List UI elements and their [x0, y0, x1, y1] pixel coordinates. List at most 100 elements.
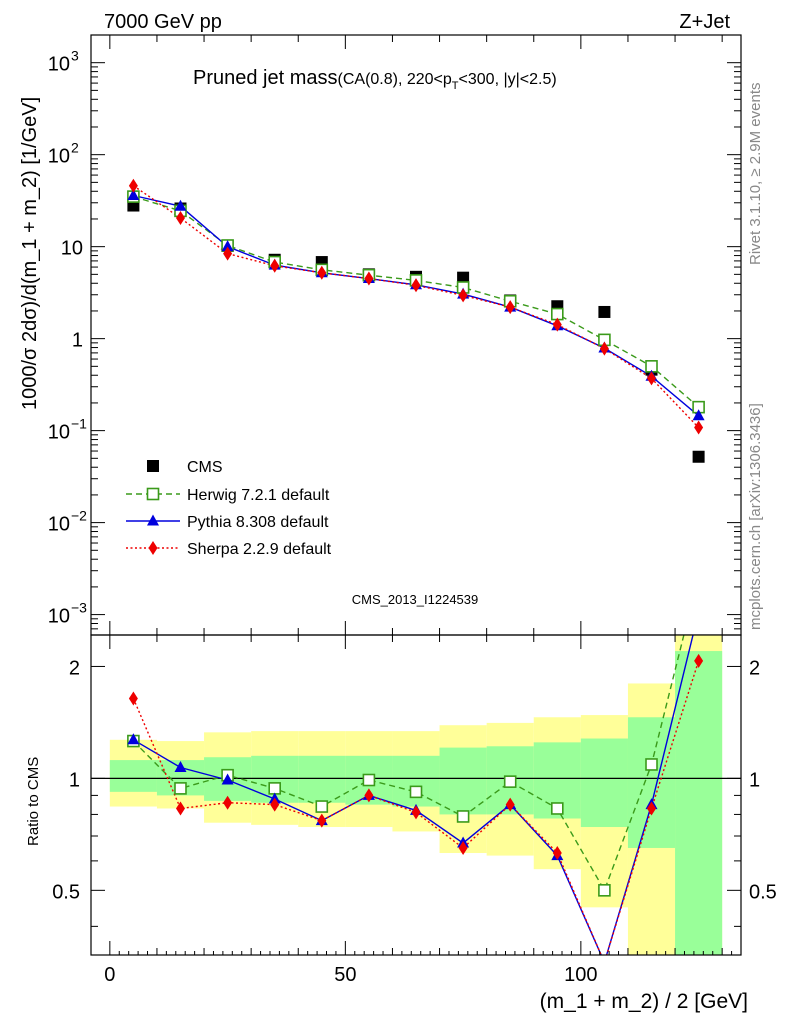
- legend-marker-cms: [147, 460, 159, 472]
- ratio-frame: [90, 634, 742, 956]
- ratio-point-sherpa: [458, 840, 468, 855]
- ratio-point-sherpa: [411, 805, 421, 820]
- header-right: Z+Jet: [679, 11, 730, 33]
- main-ytick-label: 10: [48, 422, 70, 444]
- ratio-point-herwig: [456, 810, 470, 823]
- ratio-xtick-label: 100: [564, 964, 597, 986]
- main-point-cms: [127, 199, 140, 212]
- main-ytick-exponent: 2: [71, 140, 79, 156]
- ratio-point-sherpa: [175, 801, 185, 816]
- ratio-point-herwig: [598, 884, 611, 897]
- main-ytick-exponent: 3: [71, 48, 79, 64]
- header-left: 7000 GeV pp: [104, 11, 222, 33]
- main-ytick-label: 10: [48, 514, 70, 536]
- ratio-point-sherpa: [317, 813, 327, 828]
- ratio-band-inner: [298, 755, 346, 803]
- title-sub2: <300, |y|<2.5): [459, 71, 557, 88]
- title-main: Pruned jet mass: [193, 67, 338, 89]
- main-ytick-exponent: −2: [71, 508, 87, 524]
- ratio-ytick-label-right: 1: [749, 769, 760, 791]
- main-point-sherpa: [694, 420, 704, 435]
- main-line-sherpa: [133, 185, 700, 429]
- legend-marker-sherpa: [148, 541, 158, 555]
- main-point-sherpa: [599, 341, 609, 356]
- ratio-ytick-label-right: 2: [749, 657, 760, 679]
- ratio-point-herwig: [268, 782, 281, 795]
- ratio-point-sherpa: [552, 846, 562, 861]
- ratio-ytick-label: 2: [69, 657, 80, 679]
- legend-marker-pythia: [147, 514, 159, 526]
- ratio-point-sherpa: [505, 797, 515, 812]
- main-ytick-label: 10: [48, 146, 70, 168]
- legend-label-cms: CMS: [187, 459, 223, 476]
- xlabel: (m_1 + m_2) / 2 [GeV]: [540, 990, 748, 1013]
- main-point-sherpa: [647, 371, 657, 386]
- main-ytick-label: 10: [48, 606, 70, 628]
- ratio-band-inner: [109, 760, 157, 792]
- ratio-band-inner: [675, 651, 723, 955]
- ratio-point-herwig: [362, 773, 376, 787]
- main-point-sherpa: [505, 300, 515, 315]
- ratio-xtick-label: 0: [104, 964, 115, 986]
- main-point-sherpa: [270, 258, 280, 273]
- main-point-sherpa: [175, 210, 185, 225]
- ratio-point-sherpa: [128, 691, 138, 706]
- legend-label-sherpa: Sherpa 2.2.9 default: [187, 541, 332, 558]
- main-point-sherpa: [317, 265, 327, 280]
- main-ylabel: 1000/σ 2dσ)/d(m_1 + m_2) [1/GeV]: [19, 97, 41, 410]
- watermark: CMS_2013_I1224539: [352, 592, 479, 607]
- main-point-cms: [457, 271, 470, 284]
- legend-marker-herwig: [146, 487, 160, 501]
- main-ytick-label: 10: [61, 238, 83, 260]
- legend-label-pythia: Pythia 8.308 default: [187, 514, 329, 531]
- ratio-point-pythia: [221, 773, 234, 785]
- ratio-band-inner: [439, 747, 487, 815]
- ratio-point-herwig: [551, 802, 564, 815]
- main-point-pythia: [174, 199, 187, 211]
- main-ytick-label: 1: [72, 330, 83, 352]
- ratio-band-inner: [392, 755, 440, 807]
- main-ytick-exponent: −1: [71, 416, 87, 432]
- ratio-ytick-label: 1: [69, 769, 80, 791]
- ratio-content: [91, 635, 741, 955]
- ratio-point-herwig: [645, 758, 658, 771]
- main-point-sherpa: [458, 288, 468, 303]
- ratio-ylabel: Ratio to CMS: [25, 757, 42, 846]
- ratio-point-sherpa: [270, 797, 280, 812]
- main-point-sherpa: [552, 317, 562, 332]
- main-point-cms: [692, 450, 705, 463]
- ratio-point-herwig: [174, 782, 187, 795]
- main-point-pythia: [127, 188, 140, 200]
- main-line-herwig: [133, 195, 700, 408]
- main-point-sherpa: [128, 178, 138, 193]
- ratio-point-pythia: [174, 760, 187, 772]
- main-point-sherpa: [364, 271, 374, 286]
- rivet-label: Rivet 3.1.10, ≥ 2.9M events: [747, 83, 764, 266]
- ratio-point-sherpa: [223, 795, 233, 810]
- ratio-point-herwig: [503, 775, 517, 788]
- main-ytick-exponent: −3: [71, 600, 87, 616]
- main-point-sherpa: [223, 246, 233, 261]
- ratio-point-herwig: [409, 785, 423, 799]
- ratio-point-herwig: [315, 800, 329, 813]
- title-sub-t: T: [452, 80, 459, 92]
- ratio-ytick-label: 0.5: [52, 881, 80, 903]
- ratio-point-pythia: [127, 733, 140, 745]
- ratio-point-sherpa: [364, 788, 374, 803]
- main-ytick-label: 10: [48, 54, 70, 76]
- main-point-pythia: [221, 240, 234, 252]
- main-point-cms: [598, 305, 611, 318]
- ratio-xtick-label: 50: [334, 964, 356, 986]
- ratio-point-sherpa: [694, 653, 704, 668]
- legend-label-herwig: Herwig 7.2.1 default: [187, 487, 330, 504]
- ratio-panel: 0.5 0.5 1 1 2 2 0 50 100: [52, 634, 777, 986]
- main-point-sherpa: [411, 278, 421, 293]
- main-point-pythia: [692, 409, 705, 421]
- main-series-group: [127, 178, 705, 463]
- mcplots-label: mcplots.cern.ch [arXiv:1306.3436]: [747, 403, 764, 630]
- ratio-band-inner: [580, 738, 628, 828]
- ratio-point-sherpa: [647, 801, 657, 816]
- title-sub: (CA(0.8), 220<p: [338, 71, 452, 88]
